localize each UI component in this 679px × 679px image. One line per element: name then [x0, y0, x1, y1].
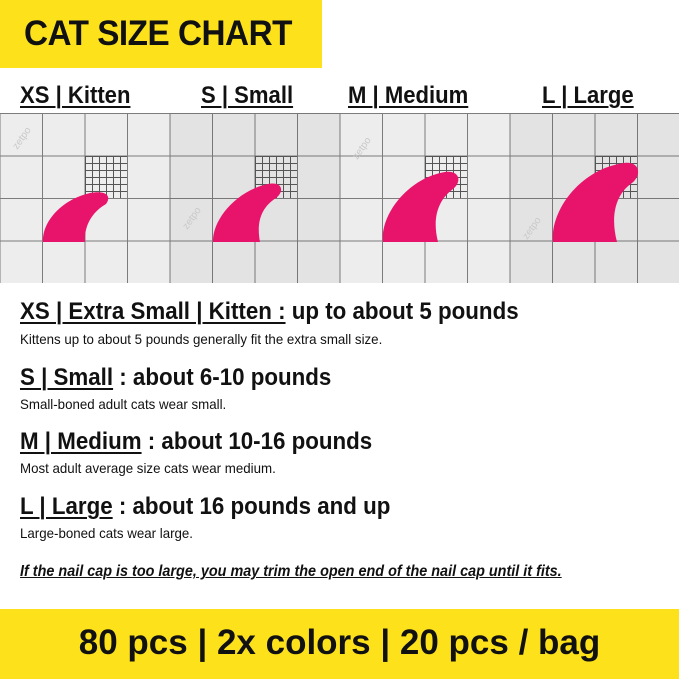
nail-cap-l-icon: [552, 162, 639, 242]
size-name: L | Large: [20, 493, 113, 520]
size-range: : about 10-16 pounds: [141, 428, 373, 455]
page-title: CAT SIZE CHART: [24, 14, 292, 53]
size-name: S | Small: [20, 364, 114, 391]
nail-cap-s-icon: [212, 183, 282, 242]
size-range: : about 6-10 pounds: [113, 364, 332, 391]
size-heading-m: M | Medium : about 10-16 pounds: [20, 428, 372, 456]
size-description: Small-boned adult cats wear small.: [20, 396, 227, 412]
size-label-l: L | Large: [542, 82, 634, 109]
fine-grid: [85, 156, 127, 198]
nail-cap-xs-icon: [42, 192, 109, 242]
size-heading-xs: XS | Extra Small | Kitten : up to about …: [20, 298, 519, 326]
size-label-m: M | Medium: [348, 82, 469, 109]
size-range: : about 16 pounds and up: [112, 493, 391, 520]
size-heading-l: L | Large : about 16 pounds and up: [20, 493, 390, 521]
watermark: zetpo: [350, 135, 374, 162]
footer-banner: 80 pcs | 2x colors | 20 pcs / bag: [0, 609, 679, 679]
size-name: M | Medium: [20, 428, 142, 455]
footer-text: 80 pcs | 2x colors | 20 pcs / bag: [78, 623, 601, 662]
title-banner: CAT SIZE CHART: [0, 0, 322, 68]
size-range: up to about 5 pounds: [285, 298, 519, 325]
nail-cap-m-icon: [382, 171, 459, 242]
size-grid-image: zetpo zetpo zetpo zetpo: [0, 113, 679, 283]
size-description: Kittens up to about 5 pounds generally f…: [20, 331, 383, 347]
size-description: Large-boned cats wear large.: [20, 525, 194, 541]
size-heading-s: S | Small : about 6-10 pounds: [20, 364, 331, 392]
size-description: Most adult average size cats wear medium…: [20, 460, 276, 476]
watermark: zetpo: [10, 125, 34, 152]
size-label-s: S | Small: [201, 82, 294, 109]
trim-note: If the nail cap is too large, you may tr…: [20, 563, 562, 580]
size-label-xs: XS | Kitten: [20, 82, 131, 109]
size-name: XS | Extra Small | Kitten :: [20, 298, 286, 325]
